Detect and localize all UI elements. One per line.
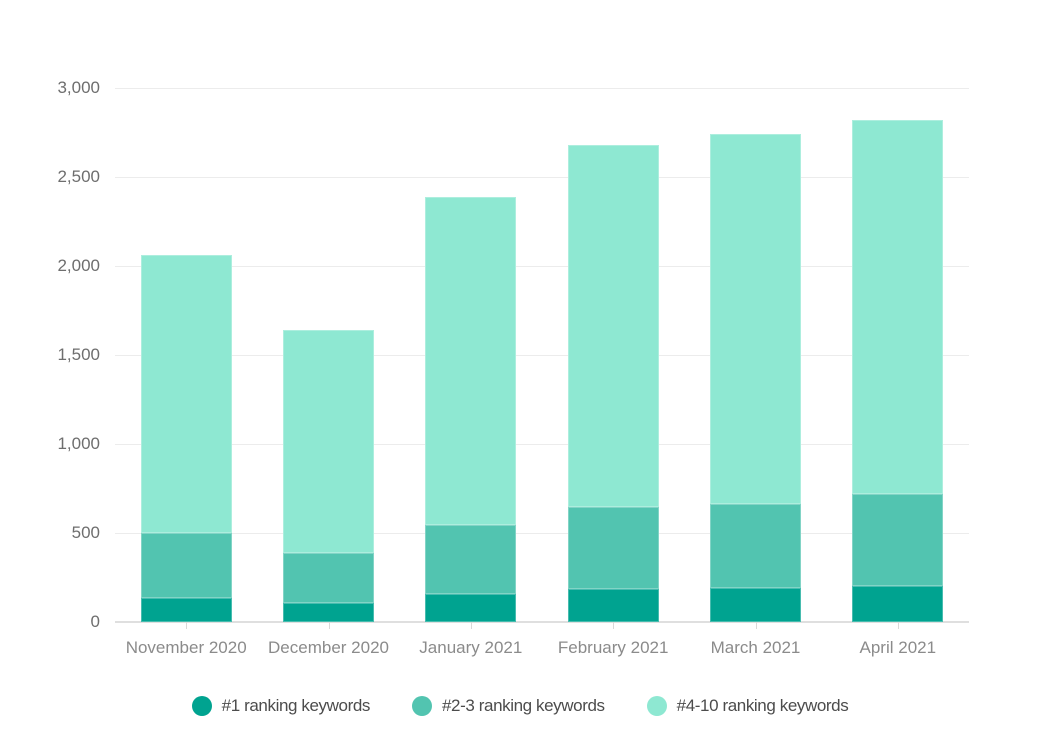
legend-item-4-10-ranking-keywords[interactable]: #4-10 ranking keywords [646, 696, 849, 716]
bar-segment-1-ranking-keywords[interactable] [283, 603, 374, 622]
x-axis-tick [897, 622, 899, 629]
x-axis-tick-label: April 2021 [859, 638, 937, 657]
bar-group-january-2021 [425, 88, 517, 622]
bar-segment-2-3-ranking-keywords[interactable] [852, 493, 944, 587]
legend-item-2-3-ranking-keywords[interactable]: #2-3 ranking keywords [412, 696, 605, 716]
x-axis-baseline [115, 621, 969, 623]
legend-swatch-icon [646, 696, 667, 716]
legend-item-label: #4-10 ranking keywords [676, 696, 849, 715]
x-axis-tick-label: November 2020 [125, 638, 247, 657]
bar-group-march-2021 [710, 88, 801, 622]
legend-swatch-icon [412, 696, 432, 716]
x-axis-tick [470, 622, 472, 629]
bar-segment-4-10-ranking-keywords[interactable] [852, 120, 944, 494]
bar-segment-2-3-ranking-keywords[interactable] [710, 503, 801, 589]
bar-segment-1-ranking-keywords[interactable] [852, 586, 944, 622]
x-axis-tick [613, 622, 615, 629]
x-axis-tick-label: March 2021 [710, 638, 801, 657]
plot-area [115, 88, 969, 623]
x-axis-tick [328, 622, 330, 629]
gridline [115, 177, 969, 178]
bar-segment-1-ranking-keywords[interactable] [567, 589, 659, 622]
x-axis-tick-label: February 2021 [557, 638, 669, 657]
y-axis-tick-label: 500 [71, 523, 100, 542]
chart-legend: #1 ranking keywords #2-3 ranking keywords… [0, 696, 1040, 716]
y-axis-tick-label: 0 [90, 612, 100, 631]
x-axis-tick [755, 622, 757, 629]
legend-item-label: #2-3 ranking keywords [442, 696, 605, 715]
bar-segment-1-ranking-keywords[interactable] [140, 598, 232, 622]
legend-item-label: #1 ranking keywords [221, 696, 371, 715]
bar-segment-2-3-ranking-keywords[interactable] [567, 507, 659, 590]
bar-segment-2-3-ranking-keywords[interactable] [283, 552, 374, 604]
gridline [115, 444, 969, 445]
bar-segment-2-3-ranking-keywords[interactable] [425, 525, 517, 595]
y-axis-tick-label: 3,000 [57, 78, 100, 97]
x-axis-tick [186, 622, 188, 629]
gridline [115, 88, 969, 89]
gridline [115, 533, 969, 534]
x-axis-tick-label: December 2020 [268, 638, 389, 657]
y-axis-tick-label: 2,500 [57, 167, 100, 186]
y-axis-tick-label: 1,000 [57, 434, 100, 453]
x-axis-tick-label: January 2021 [419, 638, 523, 657]
bar-segment-4-10-ranking-keywords[interactable] [710, 134, 801, 504]
bar-segment-1-ranking-keywords[interactable] [710, 588, 801, 622]
bar-segment-2-3-ranking-keywords[interactable] [140, 533, 232, 598]
y-axis-tick-label: 1,500 [57, 345, 100, 364]
bar-segment-4-10-ranking-keywords[interactable] [140, 255, 232, 533]
bar-group-december-2020 [283, 88, 374, 622]
legend-item-1-ranking-keywords[interactable]: #1 ranking keywords [191, 696, 371, 716]
y-axis-tick-label: 2,000 [57, 256, 100, 275]
bar-segment-4-10-ranking-keywords[interactable] [567, 145, 659, 508]
bar-segment-4-10-ranking-keywords[interactable] [425, 196, 517, 525]
gridline [115, 266, 969, 267]
legend-swatch-icon [191, 696, 212, 716]
bar-group-february-2021 [567, 88, 659, 622]
bar-segment-4-10-ranking-keywords[interactable] [283, 330, 374, 553]
bar-group-april-2021 [852, 88, 944, 622]
bar-segment-1-ranking-keywords[interactable] [425, 594, 517, 622]
gridline [115, 355, 969, 356]
bar-group-november-2020 [140, 88, 232, 622]
